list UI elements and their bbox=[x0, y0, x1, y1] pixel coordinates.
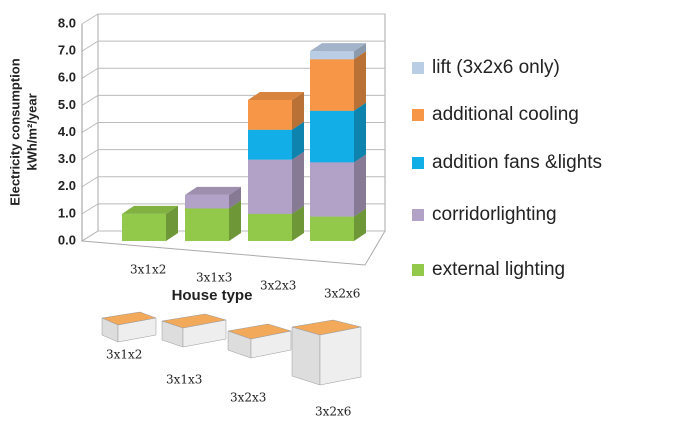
bar-front bbox=[185, 194, 229, 209]
bar-side bbox=[354, 51, 366, 111]
bar-front bbox=[248, 213, 292, 241]
legend-swatch bbox=[412, 264, 424, 276]
x-tick-label: 3x1x2 bbox=[130, 263, 166, 277]
legend-label: lift (3x2x6 only) bbox=[432, 57, 560, 78]
y-tick-label: 5.0 bbox=[58, 97, 76, 112]
bar-top bbox=[310, 43, 366, 52]
bar-front bbox=[310, 162, 354, 217]
y-axis-title: kWh/m²/year bbox=[24, 93, 39, 170]
bar-front bbox=[248, 159, 292, 214]
bar-front bbox=[310, 59, 354, 111]
y-tick-label: 4.0 bbox=[58, 124, 76, 139]
legend-swatch bbox=[412, 209, 424, 221]
x-axis-title: House type bbox=[172, 287, 253, 304]
y-tick-label: 3.0 bbox=[58, 151, 76, 166]
thumbnail-label: 3x2x3 bbox=[230, 391, 266, 405]
bar-side bbox=[292, 205, 304, 241]
bar-top bbox=[185, 186, 241, 195]
legend-swatch bbox=[412, 62, 424, 74]
bar-segment bbox=[310, 43, 366, 60]
bar-front bbox=[248, 129, 292, 160]
y-tick-label: 0.0 bbox=[58, 232, 76, 247]
bar-segment bbox=[248, 205, 304, 241]
bar-side bbox=[229, 186, 241, 209]
legend-label: corridorlighting bbox=[432, 204, 557, 225]
building-thumbnails bbox=[101, 311, 362, 386]
bar-side bbox=[354, 208, 366, 241]
bar-front bbox=[310, 110, 354, 163]
bar-front bbox=[310, 51, 354, 60]
thumbnail-label: 3x1x3 bbox=[166, 373, 202, 387]
bar-side bbox=[229, 200, 241, 241]
bar-segment bbox=[248, 151, 304, 214]
y-tick-label: 7.0 bbox=[58, 43, 76, 58]
legend-label: addition fans &lights bbox=[432, 152, 602, 173]
bar-front bbox=[248, 99, 292, 130]
bar-top bbox=[248, 91, 304, 100]
bar-front bbox=[310, 216, 354, 241]
bar-segment bbox=[310, 102, 366, 163]
bar-side bbox=[354, 154, 366, 217]
bar-segment bbox=[310, 51, 366, 111]
legend-swatch bbox=[412, 109, 424, 121]
y-axis-title: Electricity consumption bbox=[7, 58, 22, 205]
bar-segment bbox=[185, 186, 241, 209]
grid-line bbox=[81, 67, 385, 79]
y-tick-label: 1.0 bbox=[58, 205, 76, 220]
bar-front bbox=[122, 213, 166, 241]
legend-label: additional cooling bbox=[432, 104, 579, 125]
bar-side bbox=[292, 91, 304, 130]
bar-side bbox=[292, 121, 304, 160]
x-tick-label: 3x2x6 bbox=[324, 287, 360, 301]
legend-swatch bbox=[412, 157, 424, 169]
bar-segment bbox=[310, 154, 366, 217]
grid-line bbox=[81, 40, 385, 52]
thumbnail-label: 3x1x2 bbox=[106, 348, 142, 362]
thumbnail-label: 3x2x6 bbox=[315, 405, 351, 419]
bar-segment bbox=[122, 205, 178, 241]
bar-top bbox=[122, 205, 178, 214]
x-tick-label: 3x1x3 bbox=[196, 271, 232, 285]
y-tick-label: 2.0 bbox=[58, 178, 76, 193]
bar-side bbox=[166, 205, 178, 241]
bar-front bbox=[185, 208, 229, 241]
bar-side bbox=[292, 151, 304, 214]
bar-side bbox=[354, 102, 366, 163]
grid-line bbox=[81, 13, 385, 25]
x-tick-label: 3x2x3 bbox=[260, 279, 296, 293]
legend-label: external lighting bbox=[432, 259, 565, 280]
y-tick-label: 6.0 bbox=[58, 70, 76, 85]
bar-segment bbox=[248, 91, 304, 130]
y-tick-label: 8.0 bbox=[58, 15, 76, 30]
bar-side bbox=[354, 43, 366, 60]
